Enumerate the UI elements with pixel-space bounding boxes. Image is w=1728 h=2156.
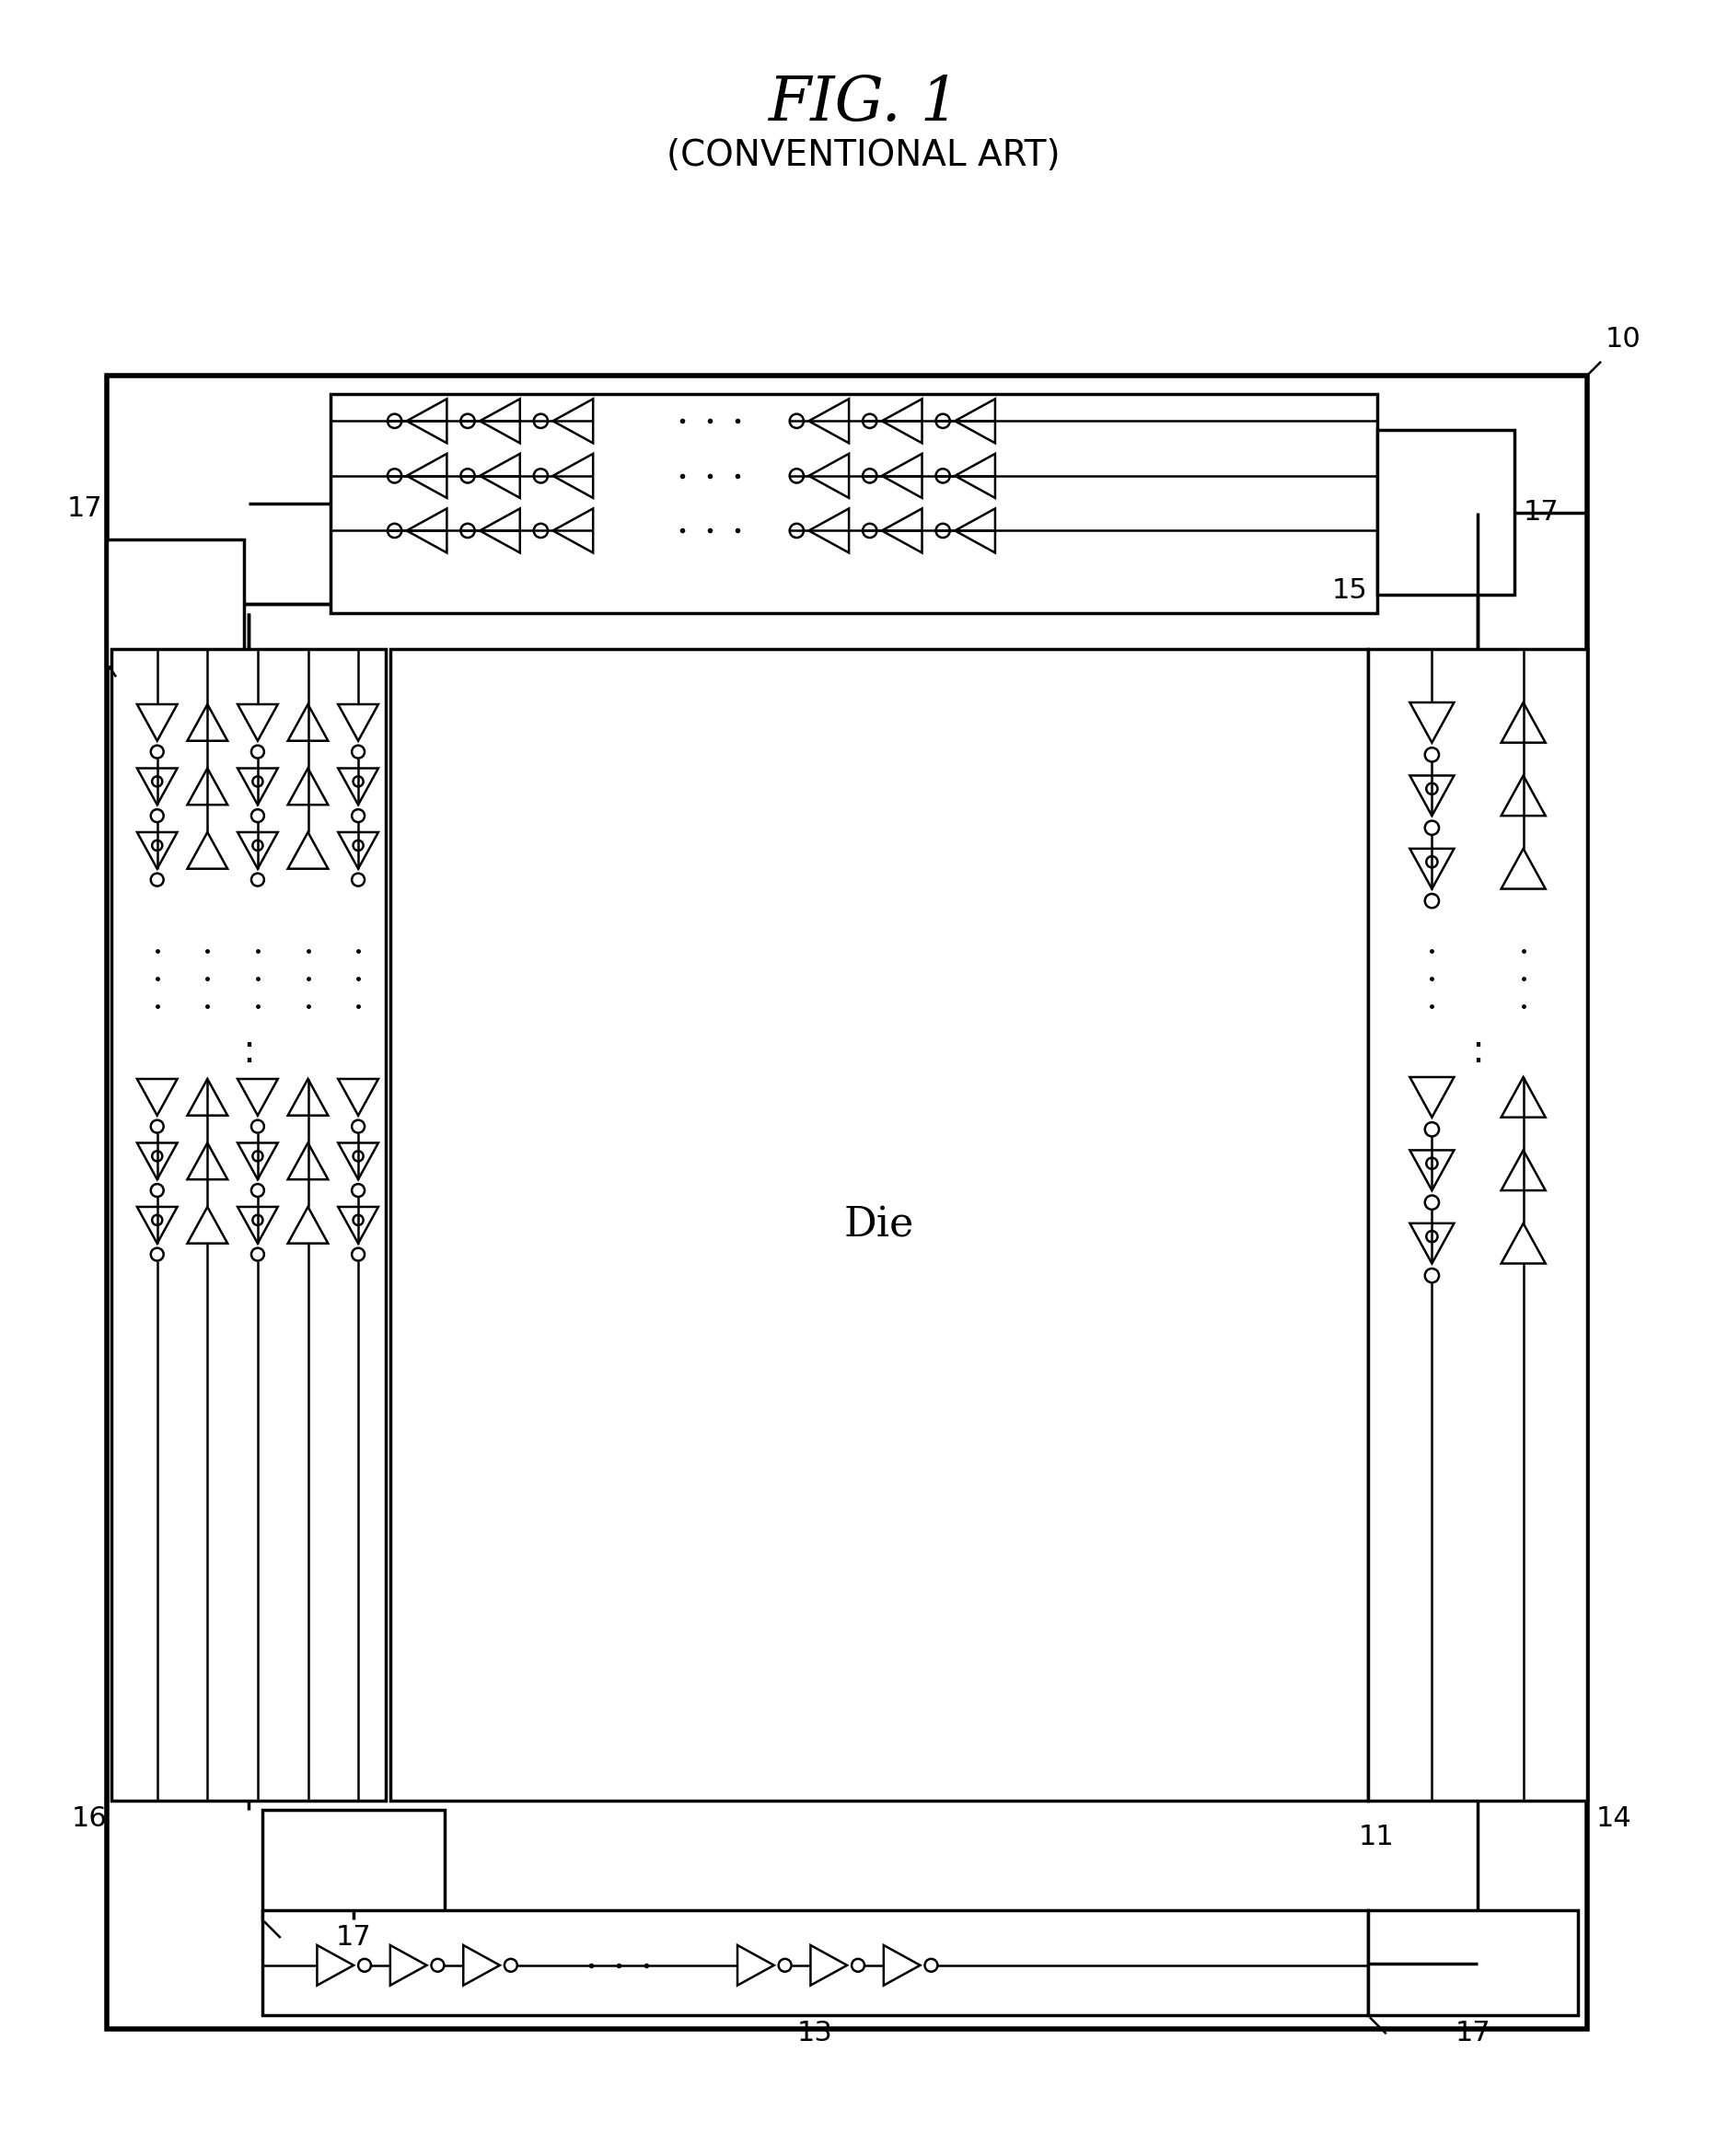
Text: 17: 17 xyxy=(335,1923,372,1951)
Text: 16: 16 xyxy=(71,1805,107,1833)
Bar xyxy=(112,649,385,1800)
Bar xyxy=(263,1809,446,1919)
Bar xyxy=(107,539,244,668)
Text: 15: 15 xyxy=(1332,578,1369,604)
Text: (CONVENTIONAL ART): (CONVENTIONAL ART) xyxy=(667,138,1061,172)
Text: 17: 17 xyxy=(1524,498,1559,526)
Text: 11: 11 xyxy=(1358,1824,1394,1850)
Text: FIG. 1: FIG. 1 xyxy=(767,73,959,134)
Text: 10: 10 xyxy=(1605,326,1642,351)
Text: :: : xyxy=(242,1033,256,1072)
Bar xyxy=(107,375,1588,2029)
Text: 17: 17 xyxy=(67,496,102,522)
Bar xyxy=(330,395,1377,612)
Text: :: : xyxy=(1471,1033,1484,1072)
Bar xyxy=(391,649,1369,1800)
Text: 17: 17 xyxy=(1455,2020,1491,2046)
Text: Die: Die xyxy=(843,1205,914,1244)
Bar xyxy=(263,1910,1369,2016)
Bar xyxy=(1369,1910,1578,2016)
Text: 14: 14 xyxy=(1597,1805,1631,1833)
Bar xyxy=(1377,431,1514,595)
Bar xyxy=(1369,649,1588,1800)
Text: 13: 13 xyxy=(797,2020,833,2046)
